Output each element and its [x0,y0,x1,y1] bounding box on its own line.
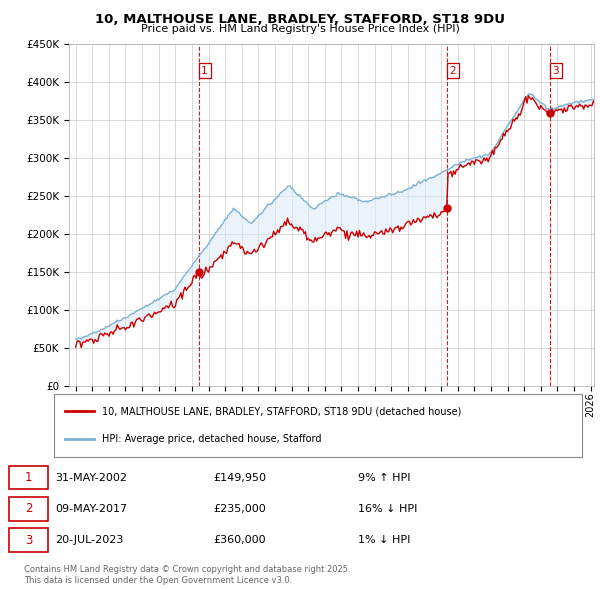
Text: 1: 1 [201,66,208,76]
Text: 3: 3 [25,533,32,546]
Text: 16% ↓ HPI: 16% ↓ HPI [358,504,417,514]
Text: Contains HM Land Registry data © Crown copyright and database right 2025.: Contains HM Land Registry data © Crown c… [24,565,350,573]
Text: 31-MAY-2002: 31-MAY-2002 [55,473,127,483]
Text: £360,000: £360,000 [214,535,266,545]
Text: 2: 2 [449,66,456,76]
FancyBboxPatch shape [9,466,48,490]
Text: 20-JUL-2023: 20-JUL-2023 [55,535,124,545]
Text: 3: 3 [553,66,559,76]
Text: 2: 2 [25,502,32,516]
Text: This data is licensed under the Open Government Licence v3.0.: This data is licensed under the Open Gov… [24,576,292,585]
Text: 9% ↑ HPI: 9% ↑ HPI [358,473,410,483]
Text: £235,000: £235,000 [214,504,266,514]
Text: 10, MALTHOUSE LANE, BRADLEY, STAFFORD, ST18 9DU (detached house): 10, MALTHOUSE LANE, BRADLEY, STAFFORD, S… [101,407,461,417]
FancyBboxPatch shape [54,394,582,457]
Text: 1% ↓ HPI: 1% ↓ HPI [358,535,410,545]
Text: 09-MAY-2017: 09-MAY-2017 [55,504,127,514]
Text: 10, MALTHOUSE LANE, BRADLEY, STAFFORD, ST18 9DU: 10, MALTHOUSE LANE, BRADLEY, STAFFORD, S… [95,13,505,26]
Text: Price paid vs. HM Land Registry's House Price Index (HPI): Price paid vs. HM Land Registry's House … [140,24,460,34]
FancyBboxPatch shape [9,529,48,552]
Text: £149,950: £149,950 [214,473,266,483]
Text: 1: 1 [25,471,32,484]
FancyBboxPatch shape [9,497,48,520]
Text: HPI: Average price, detached house, Stafford: HPI: Average price, detached house, Staf… [101,434,321,444]
